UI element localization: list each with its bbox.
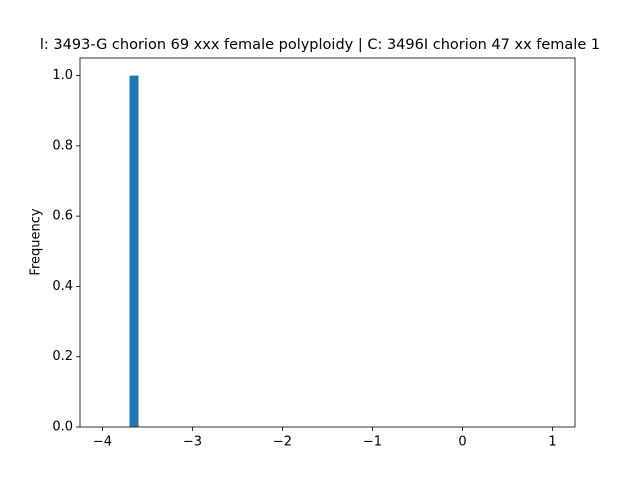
x-tick-label: 0 xyxy=(458,435,466,450)
y-tick-label: 0.4 xyxy=(52,279,73,294)
y-tick-label: 0.2 xyxy=(52,349,73,364)
chart-title: l: 3493-G chorion 69 xxx female polyploi… xyxy=(40,37,600,53)
y-tick-label: 0.0 xyxy=(52,420,73,435)
y-axis-label: Frequency xyxy=(29,208,44,275)
x-tick-label: −1 xyxy=(363,435,382,450)
bar xyxy=(129,75,139,428)
y-tick-label: 0.8 xyxy=(52,138,73,153)
y-tick-label: 1.0 xyxy=(52,68,73,83)
axes-frame xyxy=(79,57,576,428)
x-tick-label: −3 xyxy=(183,435,202,450)
x-tick-label: −4 xyxy=(93,435,112,450)
x-tick-label: −2 xyxy=(273,435,292,450)
y-tick-label: 0.6 xyxy=(52,209,73,224)
x-tick-label: 1 xyxy=(548,435,556,450)
